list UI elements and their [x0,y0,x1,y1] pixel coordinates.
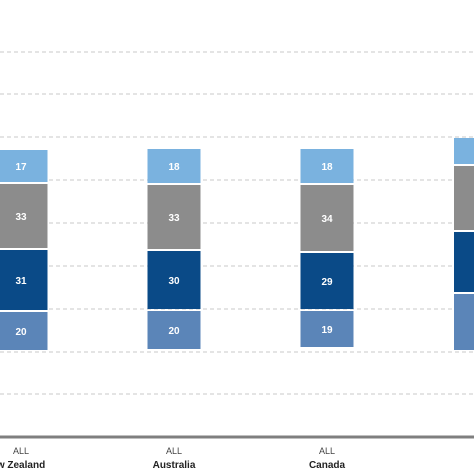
bar-segment [300,253,354,309]
bar-segment [147,149,201,183]
bar-segment [0,150,48,182]
data-label: 29 [321,277,333,288]
bar-segment [300,311,354,347]
bar-segment [147,251,201,309]
data-label: 19 [321,325,333,336]
data-label: 33 [15,212,27,223]
bar-segment [454,138,474,164]
gridlines [0,51,474,395]
tick-group-label: ALL [319,446,335,456]
data-label: 33 [168,213,180,224]
bars: 20 31 33 17 20 30 33 18 19 29 34 18 [0,138,474,350]
bar-segment [0,312,48,350]
bar-segment [147,311,201,349]
bar-segment [300,149,354,183]
data-label: 31 [15,276,27,287]
tick-category-label: Canada [309,460,346,471]
data-label: 30 [168,276,180,287]
data-label: 18 [168,162,180,173]
bar-segment [454,166,474,230]
data-label: 17 [15,162,27,173]
data-label: 20 [15,327,27,338]
tick-category-label: w Zealand [0,460,45,471]
data-label: 34 [321,214,333,225]
tick-group-label: ALL [166,446,182,456]
bar-segment [0,184,48,248]
data-label: 20 [168,326,180,337]
bar-segment [454,232,474,292]
bar-segment [300,185,354,251]
bar-segment [454,294,474,350]
data-label: 18 [321,162,333,173]
x-tick-labels: ALL w Zealand ALL Australia ALL Canada [0,446,345,471]
bar-segment [0,250,48,310]
tick-category-label: Australia [153,460,196,471]
bar-segment [147,185,201,249]
tick-group-label: ALL [13,446,29,456]
